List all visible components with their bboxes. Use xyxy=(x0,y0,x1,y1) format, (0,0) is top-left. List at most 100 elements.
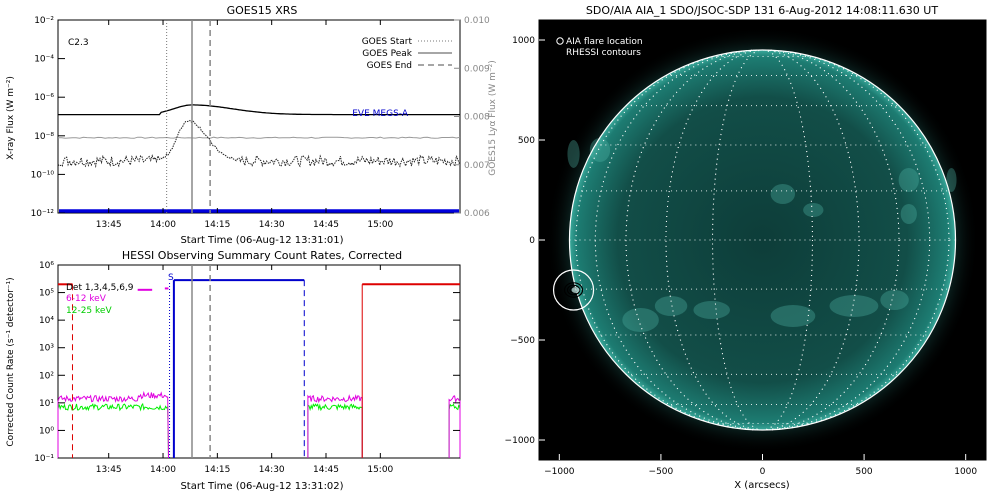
goes-title: GOES15 XRS xyxy=(227,4,298,17)
aia-x-ticks: −1000 −500 0 500 1000 xyxy=(544,454,977,477)
hessi-s-marker: S xyxy=(168,273,174,283)
eve-label: EVE MEGS-A xyxy=(352,109,409,119)
active-region xyxy=(898,168,919,192)
goes-right-y-label: GOES15 Lyα Flux (W m⁻²) xyxy=(488,60,498,176)
hessi-y-tick-label: 10³ xyxy=(39,344,54,354)
solar-disk xyxy=(569,50,956,430)
active-region xyxy=(589,138,611,162)
legend-goes-end: GOES End xyxy=(367,61,412,71)
hessi-6-12-kev-line xyxy=(307,394,363,458)
goes-x-tick-label: 13:45 xyxy=(96,220,122,230)
aia-x-label: X (arcsecs) xyxy=(734,480,790,491)
goes-x-label: Start Time (06-Aug-12 13:31:01) xyxy=(180,235,343,246)
rhessi-contour xyxy=(563,282,584,298)
active-region xyxy=(803,203,824,217)
goes-y-tick-label: 10⁻¹⁰ xyxy=(31,170,55,180)
active-region xyxy=(654,296,688,316)
aia-image-content xyxy=(546,27,979,453)
hessi-plot-frame xyxy=(57,264,461,459)
aia-y-tick-label: 1000 xyxy=(512,36,535,46)
goes-right-y-tick-label: 0.007 xyxy=(464,161,490,171)
goes-plot-content xyxy=(57,20,461,213)
hessi-x-label: Start Time (06-Aug-12 13:31:02) xyxy=(180,481,343,492)
hessi-12-25-kev-line xyxy=(448,403,461,458)
goes-y-tick-label: 10⁻¹² xyxy=(31,209,55,219)
goes-x-tick-label: 15:00 xyxy=(367,220,393,230)
hessi-6-12-kev-line xyxy=(57,390,169,459)
active-region xyxy=(900,204,917,224)
hessi-x-tick-label: 14:15 xyxy=(204,465,230,475)
aia-legend-marker xyxy=(556,37,564,45)
hessi-12-25-kev-line xyxy=(307,403,363,458)
hessi-y-tick-label: 10⁰ xyxy=(39,426,54,436)
goes-x-tick-label: 14:15 xyxy=(204,220,230,230)
goes-right-y-tick-label: 0.010 xyxy=(464,16,490,26)
goes-legend: GOES Start GOES Peak GOES End xyxy=(362,37,452,71)
goes-right-y-ticks: 0.006 0.007 0.008 0.009 0.010 xyxy=(454,16,490,219)
aia-y-tick-label: −500 xyxy=(510,336,535,346)
aia-legend-rhessi: RHESSI contours xyxy=(566,48,641,58)
hessi-y-tick-label: 10¹ xyxy=(39,399,54,409)
active-region xyxy=(770,184,796,204)
hessi-x-tick-label: 13:45 xyxy=(96,465,122,475)
grid-longitude xyxy=(625,49,900,431)
active-region xyxy=(622,308,659,332)
goes-x-tick-label: 14:45 xyxy=(313,220,339,230)
active-region xyxy=(946,168,957,192)
hessi-y-label: Corrected Count Rate (s⁻¹ detector⁻¹) xyxy=(6,277,16,446)
goes-x-tick-label: 14:00 xyxy=(150,220,176,230)
goes-panel: GOES15 XRS 13:45 14:00 14:15 14:30 14:45 15:0… xyxy=(6,4,498,246)
aia-x-tick-label: 1000 xyxy=(954,467,977,477)
goes-y-tick-label: 10⁻⁴ xyxy=(34,55,54,65)
active-region xyxy=(829,295,879,317)
hessi-panel: HESSI Observing Summary Count Rates, Cor… xyxy=(6,249,461,492)
goes-y-ticks: 10⁻¹² 10⁻¹⁰ 10⁻⁸ 10⁻⁶ 10⁻⁴ 10⁻² xyxy=(31,16,65,219)
hessi-y-tick-label: 10⁴ xyxy=(39,316,54,326)
goes-long-channel-line xyxy=(58,104,460,116)
hessi-y-tick-label: 10² xyxy=(39,371,54,381)
goes-y-tick-label: 10⁻² xyxy=(34,16,54,26)
flare-class-annotation: C2.3 xyxy=(68,38,89,48)
goes-y-tick-label: 10⁻⁶ xyxy=(34,93,54,103)
hessi-legend-det: Det 1,3,4,5,6,9 xyxy=(66,283,134,293)
goes-plot-frame xyxy=(57,19,461,214)
hessi-y-tick-label: 10⁶ xyxy=(39,261,54,271)
hessi-legend-6-12: 6-12 keV xyxy=(66,294,107,304)
hessi-x-tick-label: 14:30 xyxy=(259,465,285,475)
hessi-y-tick-label: 10⁵ xyxy=(39,289,54,299)
solar-limb xyxy=(568,49,957,431)
aia-x-tick-label: 500 xyxy=(855,467,872,477)
legend-goes-start: GOES Start xyxy=(362,37,413,47)
aia-y-tick-label: 500 xyxy=(518,136,535,146)
aia-y-ticks: 1000 500 0 −500 −1000 xyxy=(505,36,545,446)
goes-y-tick-label: 10⁻⁸ xyxy=(34,132,54,142)
hessi-6-12-kev-line xyxy=(448,395,461,458)
goes-x-ticks: 13:45 14:00 14:15 14:30 14:45 15:00 xyxy=(96,20,394,230)
active-region xyxy=(770,305,816,327)
hessi-12-25-kev-line xyxy=(57,402,169,459)
grid-longitude xyxy=(712,49,813,431)
flare-location-circle xyxy=(552,269,595,311)
goes-x-tick-label: 14:30 xyxy=(259,220,285,230)
legend-goes-peak: GOES Peak xyxy=(362,49,412,59)
aia-y-tick-label: −1000 xyxy=(505,436,536,446)
flare-bright-core xyxy=(571,287,580,293)
aia-legend-flare: AIA flare location xyxy=(566,37,643,47)
aia-panel: SDO/AIA AIA_1 SDO/JSOC-SDP 131 6-Aug-201… xyxy=(505,4,987,491)
hessi-y-ticks: 10⁻¹ 10⁰ 10¹ 10² 10³ 10⁴ 10⁵ 10⁶ xyxy=(34,261,460,464)
hessi-title: HESSI Observing Summary Count Rates, Cor… xyxy=(122,249,402,262)
hessi-x-tick-label: 14:45 xyxy=(313,465,339,475)
hessi-x-tick-label: 14:00 xyxy=(150,465,176,475)
goes-y-label: X-ray Flux (W m⁻²) xyxy=(6,76,16,160)
aia-title: SDO/AIA AIA_1 SDO/JSOC-SDP 131 6-Aug-201… xyxy=(586,4,938,17)
goes-right-y-tick-label: 0.009 xyxy=(464,64,490,74)
active-region xyxy=(567,140,580,168)
lya-flux-line xyxy=(58,136,461,139)
aia-y-tick-label: 0 xyxy=(529,236,535,246)
active-region xyxy=(693,301,730,319)
hessi-legend-12-25: 12-25 keV xyxy=(66,306,112,316)
active-region xyxy=(880,290,909,310)
hessi-x-tick-label: 15:00 xyxy=(367,465,393,475)
goes-right-y-tick-label: 0.006 xyxy=(464,209,490,219)
